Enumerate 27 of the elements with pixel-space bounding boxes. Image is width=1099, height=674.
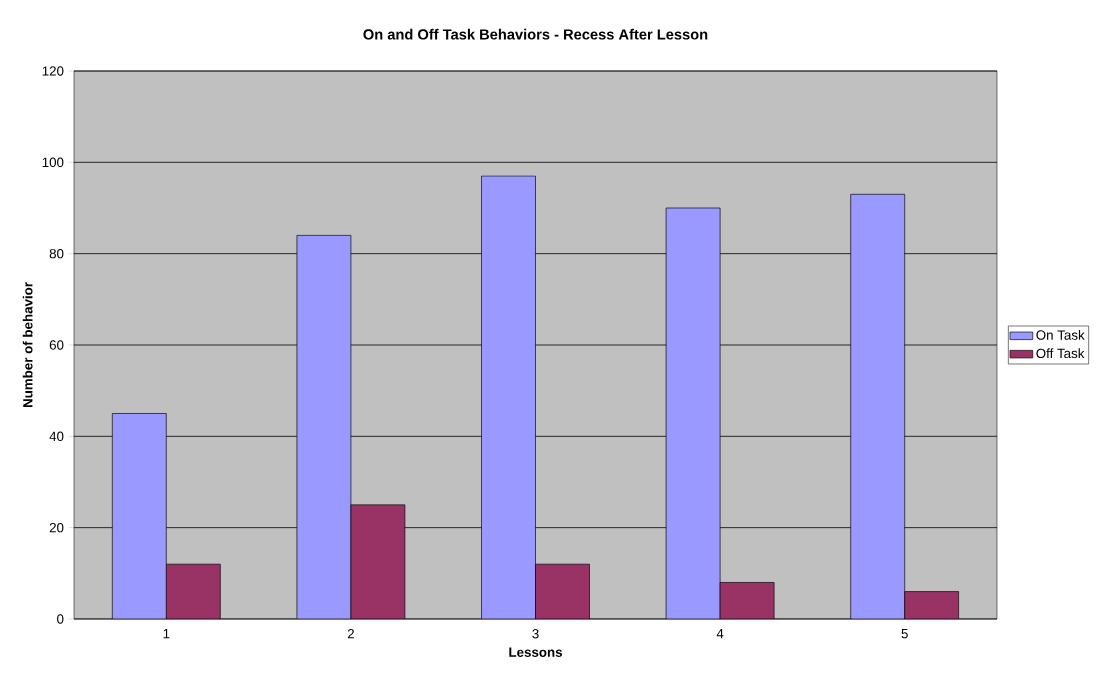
bar (719, 582, 775, 619)
x-tick-label: 1 (163, 629, 170, 639)
bar (535, 563, 590, 619)
y-tick-label: 100 (42, 157, 64, 168)
bar (850, 193, 906, 619)
bar (904, 591, 960, 619)
x-tick-label: 3 (532, 629, 539, 639)
bar (665, 207, 721, 619)
y-axis-title: Number of behavior (22, 282, 33, 408)
y-tick-label: 120 (42, 66, 64, 76)
y-tick-label: 0 (57, 614, 64, 624)
x-tick-label: 5 (901, 629, 908, 639)
x-axis-title: Lessons (509, 647, 563, 657)
y-tick-label: 40 (49, 431, 64, 442)
y-tick-label: 60 (49, 340, 64, 350)
y-tick-label: 80 (49, 248, 64, 259)
chart-title: On and Off Task Behaviors - Recess After Lesson (363, 28, 708, 40)
x-tick-label: 2 (347, 629, 354, 639)
bar (481, 175, 536, 619)
bar (350, 504, 406, 619)
legend-label: Off Task (1036, 348, 1085, 359)
bar (111, 413, 167, 619)
legend-label: On Task (1036, 329, 1085, 340)
y-tick-label: 20 (49, 522, 64, 533)
bar (296, 235, 352, 619)
bar (165, 563, 221, 619)
x-tick-label: 4 (716, 629, 724, 639)
